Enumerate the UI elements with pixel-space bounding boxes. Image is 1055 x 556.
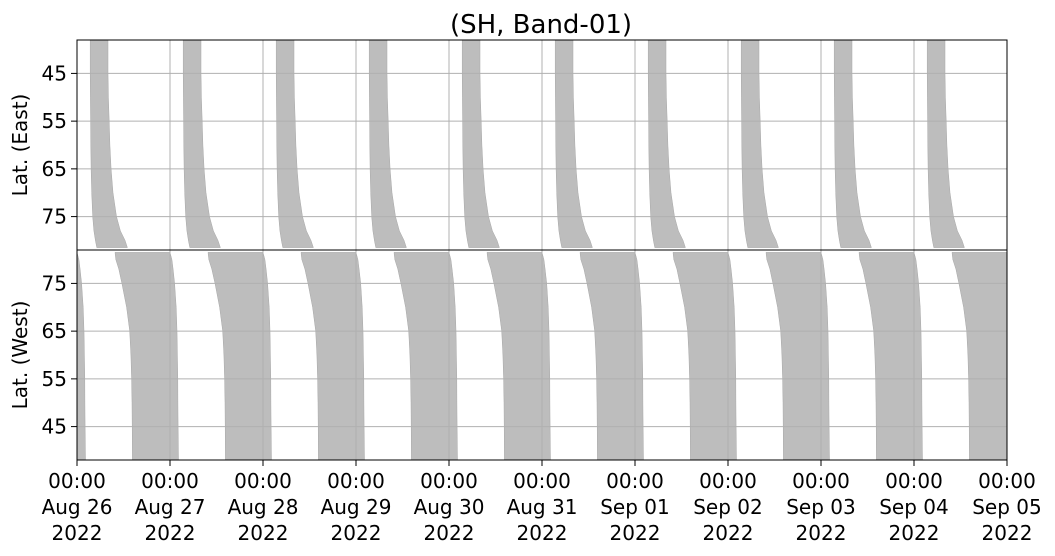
east-coverage-band [740,40,779,248]
west-coverage-band [858,252,923,460]
x-tick-label: 00:00 Sep 02 2022 [693,469,763,545]
west-y-axis-label: Lat. (West) [8,301,32,410]
east-y-tick-label: 65 [42,157,67,181]
x-tick-label: 00:00 Aug 27 2022 [135,469,206,545]
west-y-tick-label: 75 [42,271,67,295]
chart-title: (SH, Band-01) [450,10,632,40]
west-coverage-areas [77,252,1007,460]
west-coverage-band [579,252,644,460]
east-coverage-band [182,40,221,248]
east-panel: 45 55 65 75 Lat. (East) [8,39,1008,251]
west-coverage-band [207,252,272,460]
west-coverage-band [672,252,737,460]
x-axis-ticks: 00:00 Aug 26 2022 00:00 Aug 27 2022 00:00 Aug 2… [42,460,1042,545]
east-coverage-band [647,40,686,248]
west-coverage-band [393,252,458,460]
west-panel: 75 65 55 45 Lat. (West) [8,249,1008,461]
east-y-tick-label: 55 [42,109,67,133]
east-coverage-band [275,40,314,248]
x-tick-label: 00:00 Sep 04 2022 [879,469,949,545]
west-coverage-band [765,252,830,460]
west-coverage-band [951,252,1007,460]
x-tick-label: 00:00 Sep 01 2022 [600,469,670,545]
x-tick-label: 00:00 Sep 05 2022 [972,469,1042,545]
east-coverage-band [926,40,965,248]
west-y-tick-label: 65 [42,319,67,343]
west-y-tick-label: 45 [42,415,67,439]
east-y-ticks: 45 55 65 75 [42,61,77,229]
west-y-tick-label: 55 [42,367,67,391]
x-tick-label: 00:00 Aug 31 2022 [507,469,578,545]
east-y-axis-label: Lat. (East) [8,94,32,197]
east-coverage-band [89,40,128,248]
east-coverage-band [368,40,407,248]
east-coverage-band [833,40,872,248]
east-coverage-areas [89,40,965,248]
x-tick-label: 00:00 Aug 26 2022 [42,469,113,545]
x-tick-label: 00:00 Aug 29 2022 [321,469,392,545]
east-y-tick-label: 45 [42,61,67,85]
east-y-tick-label: 75 [42,205,67,229]
west-coverage-band [77,252,86,460]
west-coverage-band [114,252,179,460]
west-y-ticks: 75 65 55 45 [42,271,77,439]
east-gridlines [77,40,1007,250]
x-tick-label: 00:00 Sep 03 2022 [786,469,856,545]
east-coverage-band [461,40,500,248]
east-coverage-band [554,40,593,248]
west-coverage-band [300,252,365,460]
west-gridlines [77,250,1007,460]
x-tick-label: 00:00 Aug 30 2022 [414,469,485,545]
west-coverage-band [486,252,551,460]
x-tick-label: 00:00 Aug 28 2022 [228,469,299,545]
